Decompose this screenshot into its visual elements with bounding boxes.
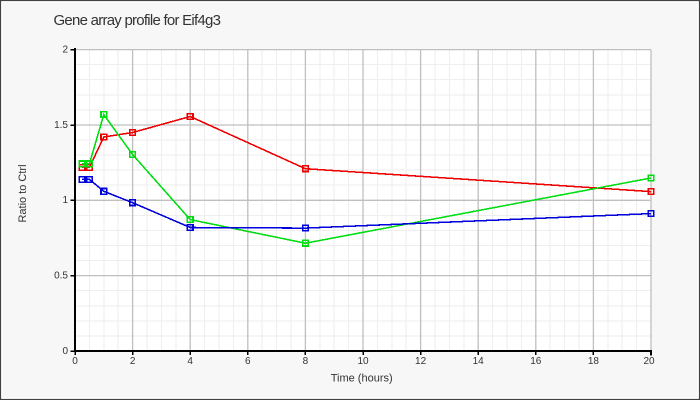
svg-text:20: 20 [643, 356, 655, 367]
svg-text:8: 8 [303, 356, 309, 367]
svg-text:16: 16 [530, 356, 542, 367]
svg-text:0.5: 0.5 [54, 270, 68, 281]
svg-text:2: 2 [130, 356, 136, 367]
svg-text:10: 10 [357, 356, 369, 367]
svg-text:2: 2 [62, 44, 68, 55]
svg-text:Time (hours): Time (hours) [331, 373, 393, 385]
svg-text:0: 0 [62, 346, 68, 357]
svg-text:Ratio to Ctrl: Ratio to Ctrl [17, 164, 29, 222]
svg-text:14: 14 [473, 356, 485, 367]
svg-text:1.5: 1.5 [54, 120, 68, 131]
svg-text:18: 18 [588, 356, 600, 367]
svg-text:Gene array profile for Eif4g3: Gene array profile for Eif4g3 [54, 12, 221, 29]
svg-text:1: 1 [62, 195, 68, 206]
svg-text:4: 4 [187, 356, 193, 367]
svg-text:12: 12 [415, 356, 427, 367]
svg-text:6: 6 [245, 356, 251, 367]
svg-text:0: 0 [72, 356, 78, 367]
